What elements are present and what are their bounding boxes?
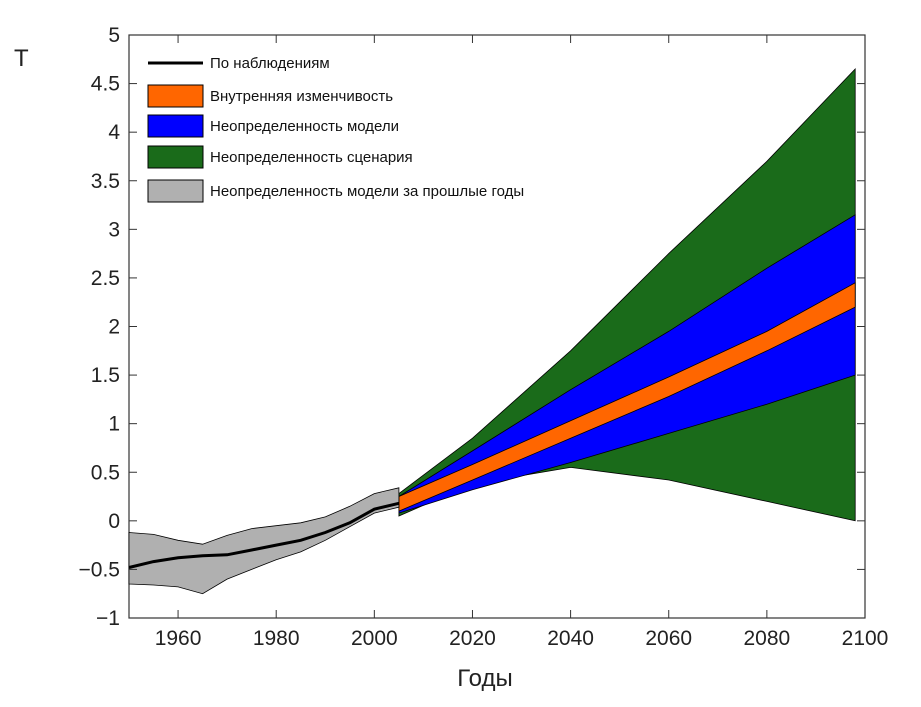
x-tick-label: 2080	[744, 627, 791, 650]
data-layer	[128, 68, 856, 595]
y-tick-label: 4.5	[91, 73, 120, 96]
past-model-uncertainty-band	[128, 487, 400, 595]
y-tick-label: −0.5	[79, 558, 120, 581]
legend-scenario-uncertainty-swatch	[147, 145, 204, 169]
x-tick-label: 2060	[645, 627, 692, 650]
legend: По наблюдениям Внутренняя изменчивость Нео…	[147, 55, 524, 203]
y-axis-title: T	[14, 45, 29, 72]
y-tick-label: 1	[108, 413, 120, 436]
y-tick-label: 2.5	[91, 267, 120, 290]
x-tick-label: 1960	[155, 627, 202, 650]
y-tick-label: 0.5	[91, 461, 120, 484]
y-tick-label: 0	[108, 510, 120, 533]
legend-model-uncertainty-label: Неопределенность модели	[210, 118, 399, 135]
x-tick-label: 1980	[253, 627, 300, 650]
y-tick-label: −1	[96, 607, 120, 630]
observed-line	[128, 501, 400, 569]
y-tick-label: 4	[108, 121, 120, 144]
legend-observed-label: По наблюдениям	[210, 55, 330, 72]
legend-internal-variability-swatch	[147, 84, 204, 108]
legend-internal-variability-label: Внутренняя изменчивость	[210, 88, 393, 105]
model-uncertainty-band	[398, 214, 856, 514]
y-tick-label: 3	[108, 218, 120, 241]
x-axis-title: Годы	[457, 665, 512, 692]
legend-past-model-uncertainty-swatch	[147, 179, 204, 203]
legend-model-uncertainty-swatch	[147, 114, 204, 138]
internal-variability-band	[398, 282, 856, 512]
legend-scenario-uncertainty-label: Неопределенность сценария	[210, 149, 413, 166]
y-tick-label: 1.5	[91, 364, 120, 387]
x-tick-label: 2040	[547, 627, 594, 650]
x-tick-label: 2000	[351, 627, 398, 650]
y-tick-label: 5	[108, 24, 120, 47]
axes-layer: −1 −0.5 0 0.5 1 1.5 2 2.5 3 3.5 4 4.5 5 1960 1980 2000 2…	[79, 24, 889, 650]
legend-past-model-uncertainty-label: Неопределенность модели за прошлые годы	[210, 183, 524, 200]
y-tick-label: 2	[108, 316, 120, 339]
x-tick-label: 2100	[842, 627, 889, 650]
x-tick-label: 2020	[449, 627, 496, 650]
y-tick-label: 3.5	[91, 170, 120, 193]
